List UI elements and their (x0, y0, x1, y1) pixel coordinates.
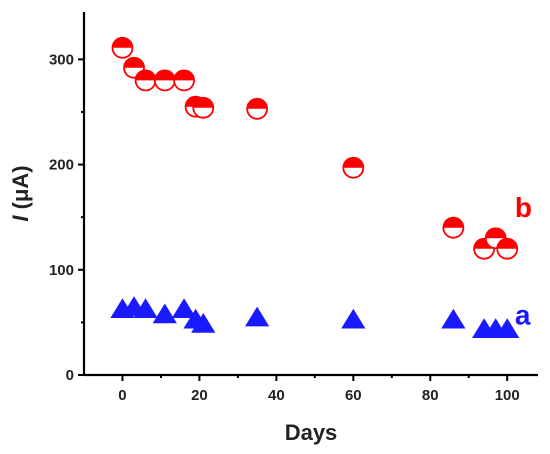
y-axis-title-symbol: I (8, 215, 33, 222)
series-b-point (342, 156, 365, 179)
axis-ticks: 0 20 40 60 80 100 0 100 200 300 (49, 51, 520, 404)
series-b-point (496, 237, 519, 260)
series-b-point (134, 69, 157, 92)
x-tick-label: 80 (422, 387, 439, 404)
series-b-point (192, 96, 215, 119)
series-a-point (133, 298, 158, 319)
series-b-point (153, 69, 176, 92)
data-points (110, 36, 520, 339)
plot-frame (82, 12, 538, 377)
y-axis-title-unit: (μA) (8, 165, 33, 215)
y-tick-label: 300 (49, 51, 74, 68)
series-a-label: a (515, 299, 531, 330)
series-a-point (171, 298, 197, 319)
series-b-point (442, 216, 465, 239)
x-tick-label: 100 (495, 387, 520, 404)
series-b-label: b (515, 192, 532, 223)
y-tick-label: 100 (49, 262, 74, 279)
series-a-point (341, 308, 366, 329)
x-axis-title: Days (285, 420, 338, 445)
series-a-point (245, 306, 270, 327)
y-tick-label: 200 (49, 157, 74, 174)
y-tick-label: 0 (66, 367, 74, 384)
series-b-point (173, 69, 195, 92)
x-tick-label: 40 (268, 387, 285, 404)
series-b-point (111, 36, 134, 59)
series-a-point (441, 308, 466, 329)
x-tick-label: 20 (191, 387, 208, 404)
series-a-point (191, 312, 216, 333)
series-a-point (495, 318, 520, 339)
series-b-point (246, 97, 269, 120)
y-axis-title: I (μA) (8, 165, 33, 221)
x-tick-label: 60 (345, 387, 362, 404)
x-tick-label: 0 (118, 387, 126, 404)
series-a-point (152, 303, 177, 324)
